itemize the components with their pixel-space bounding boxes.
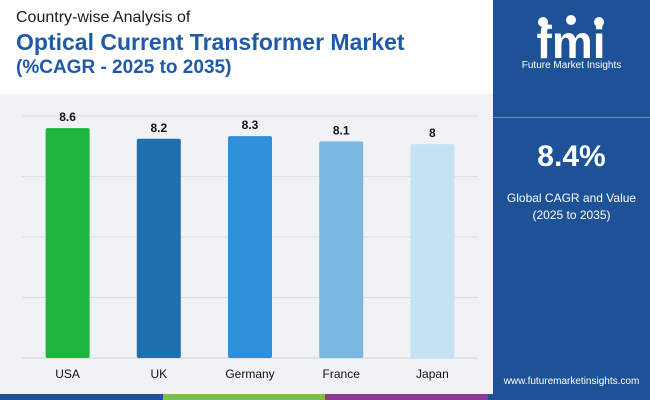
strip-segment xyxy=(0,394,163,400)
logo-dot xyxy=(594,17,604,27)
logo-name: Future Market Insights xyxy=(521,60,622,71)
chart-area: 8.6 USA 8.2 UK 8.3 Germany 8.1 France 8 Japan xyxy=(0,94,493,394)
cagr-label-line2: (2025 to 2035) xyxy=(532,208,611,222)
global-cagr-label: Global CAGR and Value (2025 to 2035) xyxy=(493,190,650,224)
chart-period: (%CAGR - 2025 to 2035) xyxy=(16,57,232,78)
tick-label-germany: Germany xyxy=(225,367,274,381)
data-label-usa: 8.6 xyxy=(59,110,76,124)
chart-title: Optical Current Transformer Market xyxy=(16,29,405,55)
bottom-color-strip xyxy=(0,394,650,400)
tick-label-france: France xyxy=(323,367,361,381)
header: Country-wise Analysis of Optical Current… xyxy=(16,8,486,80)
bar-japan xyxy=(410,144,455,358)
tick-label-uk: UK xyxy=(150,367,167,381)
data-label-japan: 8 xyxy=(429,126,436,140)
logo-dot xyxy=(538,17,548,27)
bar-germany xyxy=(228,136,272,358)
tick-label-usa: USA xyxy=(55,367,80,381)
strip-segment xyxy=(162,394,325,400)
fmi-logo-icon: fmi xyxy=(537,15,606,62)
website-link[interactable]: www.futuremarketinsights.com xyxy=(503,376,640,387)
data-label-uk: 8.2 xyxy=(150,121,167,135)
bar-usa xyxy=(45,128,90,358)
data-label-france: 8.1 xyxy=(333,123,350,137)
bar-chart: 8.6 USA 8.2 UK 8.3 Germany 8.1 France 8 Japan xyxy=(22,110,478,381)
strip-segment xyxy=(487,394,650,400)
global-cagr-value: 8.4% xyxy=(537,140,606,173)
tick-label-japan: Japan xyxy=(416,367,449,381)
bar-uk xyxy=(136,138,181,358)
strip-segment xyxy=(325,394,488,400)
sidebar-panel: fmi Future Market Insights 8.4% Global C… xyxy=(493,0,650,394)
logo-dot xyxy=(566,15,576,25)
cagr-label-line1: Global CAGR and Value xyxy=(506,191,637,205)
data-label-germany: 8.3 xyxy=(242,118,259,132)
chart-subtitle: Country-wise Analysis of xyxy=(16,9,191,26)
bar-france xyxy=(319,141,364,358)
divider xyxy=(493,117,650,118)
